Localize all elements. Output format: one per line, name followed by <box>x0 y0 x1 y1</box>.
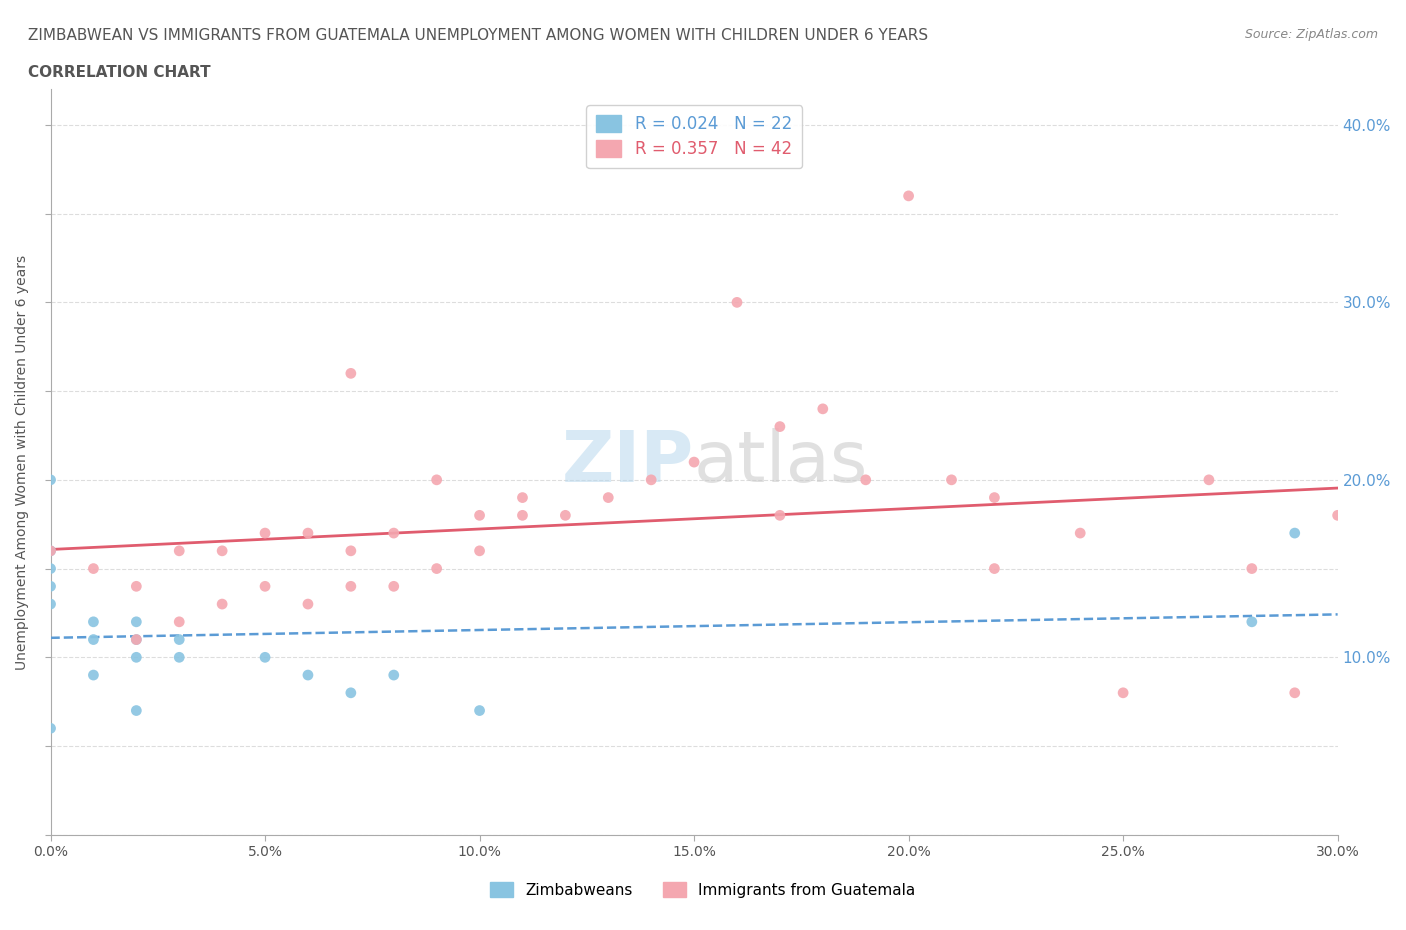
Point <box>39 597 62 612</box>
Point <box>554 508 576 523</box>
Point <box>39 561 62 576</box>
Point <box>983 490 1005 505</box>
Point <box>855 472 877 487</box>
Legend: R = 0.024   N = 22, R = 0.357   N = 42: R = 0.024 N = 22, R = 0.357 N = 42 <box>586 105 801 168</box>
Point <box>382 668 405 683</box>
Point <box>82 668 104 683</box>
Text: ZIP: ZIP <box>562 428 695 497</box>
Point <box>297 525 319 540</box>
Point <box>254 525 277 540</box>
Point <box>340 365 363 380</box>
Point <box>512 490 534 505</box>
Legend: Zimbabweans, Immigrants from Guatemala: Zimbabweans, Immigrants from Guatemala <box>484 875 922 904</box>
Point <box>811 402 834 417</box>
Point <box>211 543 233 558</box>
Point <box>297 597 319 612</box>
Point <box>382 578 405 593</box>
Text: atlas: atlas <box>695 428 869 497</box>
Point <box>1069 525 1091 540</box>
Point <box>769 508 792 523</box>
Point <box>769 419 792 434</box>
Point <box>1284 525 1306 540</box>
Point <box>125 703 148 718</box>
Point <box>426 472 449 487</box>
Point <box>167 543 190 558</box>
Point <box>125 578 148 593</box>
Point <box>125 632 148 647</box>
Point <box>167 650 190 665</box>
Point <box>82 561 104 576</box>
Point <box>512 508 534 523</box>
Point <box>1112 685 1135 700</box>
Point <box>426 561 449 576</box>
Text: CORRELATION CHART: CORRELATION CHART <box>28 65 211 80</box>
Point <box>125 650 148 665</box>
Point <box>125 632 148 647</box>
Point <box>468 508 491 523</box>
Point <box>468 703 491 718</box>
Point <box>39 721 62 736</box>
Point <box>598 490 620 505</box>
Point <box>254 650 277 665</box>
Text: ZIMBABWEAN VS IMMIGRANTS FROM GUATEMALA UNEMPLOYMENT AMONG WOMEN WITH CHILDREN U: ZIMBABWEAN VS IMMIGRANTS FROM GUATEMALA … <box>28 28 928 43</box>
Point <box>340 578 363 593</box>
Y-axis label: Unemployment Among Women with Children Under 6 years: Unemployment Among Women with Children U… <box>15 255 30 670</box>
Point <box>1284 685 1306 700</box>
Point <box>167 615 190 630</box>
Point <box>39 543 62 558</box>
Point <box>897 189 920 204</box>
Point <box>725 295 748 310</box>
Point <box>211 597 233 612</box>
Point <box>39 578 62 593</box>
Point <box>125 615 148 630</box>
Point <box>1240 561 1263 576</box>
Point <box>39 543 62 558</box>
Point <box>82 632 104 647</box>
Point <box>640 472 662 487</box>
Point <box>1240 615 1263 630</box>
Point <box>340 685 363 700</box>
Point <box>1326 508 1348 523</box>
Point <box>983 561 1005 576</box>
Point <box>382 525 405 540</box>
Point <box>340 543 363 558</box>
Point <box>683 455 706 470</box>
Point <box>468 543 491 558</box>
Point <box>82 615 104 630</box>
Point <box>297 668 319 683</box>
Point <box>1198 472 1220 487</box>
Point <box>254 578 277 593</box>
Point <box>167 632 190 647</box>
Point <box>941 472 963 487</box>
Point <box>39 472 62 487</box>
Text: Source: ZipAtlas.com: Source: ZipAtlas.com <box>1244 28 1378 41</box>
